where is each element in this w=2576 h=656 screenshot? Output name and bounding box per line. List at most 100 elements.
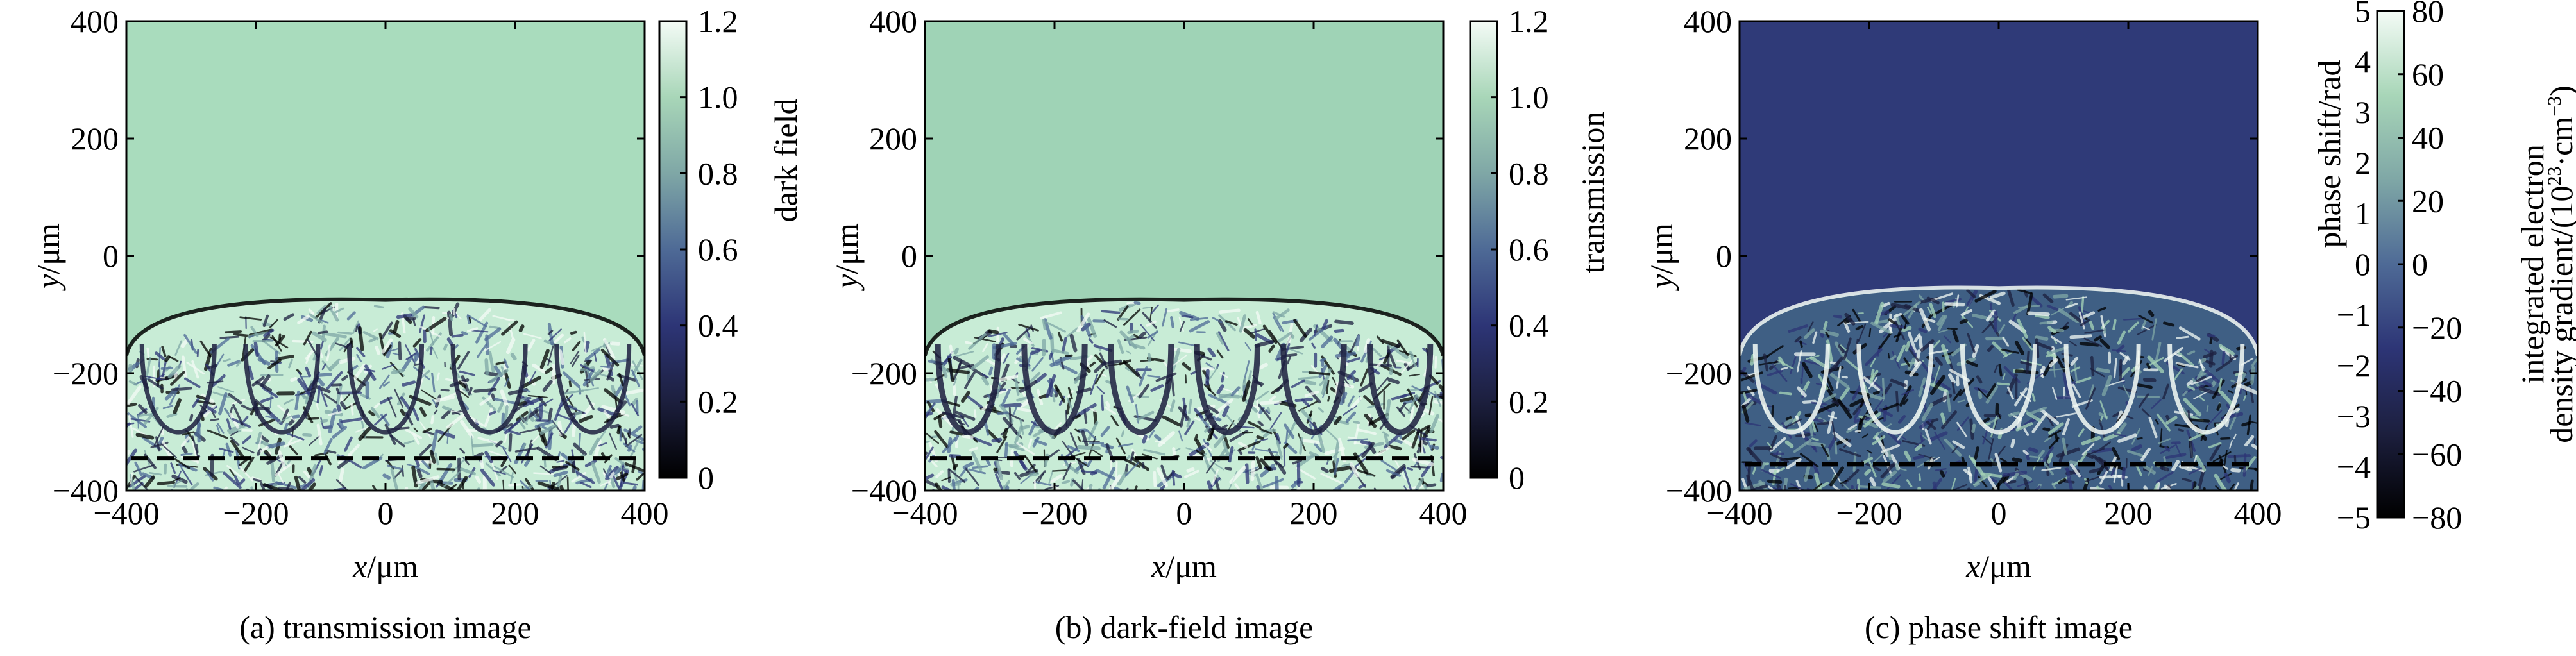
panel-b-texture-streak: [1107, 403, 1109, 406]
panel-a-texture-streak: [613, 387, 614, 393]
panel-b-texture-streak: [949, 439, 950, 451]
panel-b-ylabel: y/μm: [829, 223, 865, 292]
panel-c-texture-streak: [2150, 312, 2153, 315]
x-tick-label: −200: [223, 495, 289, 531]
panel-a-texture-streak: [191, 416, 192, 420]
panel-c-texture-streak: [1874, 392, 1878, 394]
panel-c-colorbar-right-label-mid: ·cm: [2543, 117, 2576, 167]
panel-c-texture-streak: [1919, 475, 1920, 480]
panel-a-texture-streak: [572, 332, 575, 333]
panel-c-texture-streak: [1866, 471, 1869, 474]
y-tick-label: 0: [103, 238, 119, 274]
panel-c-texture-streak: [2010, 413, 2018, 416]
panel-c-texture-streak: [1948, 328, 1956, 329]
panel-a-texture-streak: [462, 483, 463, 488]
panel-b-texture-streak: [1396, 441, 1402, 442]
panel-c-colorbar-right-label-exp2: −3: [2544, 96, 2565, 117]
y-tick-label: −400: [1666, 473, 1732, 509]
colorbar-tick-label: 0.6: [698, 231, 738, 267]
colorbar-right-tick-label: −60: [2412, 436, 2462, 472]
panel-c-texture-streak: [2123, 468, 2124, 478]
x-tick-label: 0: [378, 495, 394, 531]
panel-c-texture-streak: [1883, 379, 1884, 398]
panel-b-turbulent-region: [925, 299, 1443, 491]
panel-b-texture-streak: [1185, 375, 1186, 383]
panel-b-texture-streak: [1286, 431, 1287, 443]
colorbar-left-tick-label: 0: [2355, 246, 2371, 282]
panel-b-texture-streak: [1012, 346, 1015, 347]
panel-c-xlabel: x/μm: [1965, 548, 2031, 584]
panel-b-caption: (b) dark-field image: [1055, 609, 1314, 645]
panel-c-texture-streak: [1868, 454, 1869, 458]
colorbar-right-tick-label: 20: [2412, 183, 2444, 219]
panel-c-texture-streak: [2162, 467, 2167, 469]
panel-c-texture-streak: [1854, 453, 1856, 471]
panel-b-texture-streak: [1303, 441, 1322, 443]
colorbar-tick-label: 0.2: [1509, 383, 1549, 419]
panel-b-texture-streak: [999, 413, 1008, 414]
panel-c-texture-streak: [2030, 449, 2037, 451]
panel-a-texture-streak: [292, 378, 296, 380]
panel-b-texture-streak: [940, 416, 941, 426]
panel-b-texture-streak: [1196, 435, 1197, 440]
panel-c-colorbar-right-label-part: density gradient/(10: [2543, 186, 2576, 443]
panel-b-texture-streak: [1066, 355, 1072, 356]
panel-c-texture-streak: [1842, 377, 1847, 378]
panel-b-texture-streak: [1261, 402, 1280, 403]
panel-b-texture-streak: [1268, 408, 1269, 412]
panel-c-texture-streak: [1825, 323, 1827, 329]
panel-b-texture-streak: [1304, 382, 1314, 383]
panel-a-texture-streak: [277, 357, 292, 359]
panel-c-texture-streak: [2071, 336, 2091, 337]
panel-c-texture-streak: [1752, 355, 1753, 364]
colorbar-right-tick-label: 60: [2412, 56, 2444, 92]
panel-c-texture-streak: [2190, 420, 2208, 421]
panel-a-texture-streak: [166, 357, 169, 360]
panel-c-texture-streak: [2179, 430, 2183, 431]
colorbar-tick-label: 1.0: [698, 80, 738, 115]
panel-a-image: [110, 299, 659, 510]
panel-b-texture-streak: [1255, 330, 1256, 340]
x-tick-label: 200: [2105, 495, 2153, 531]
panel-a-texture-streak: [585, 360, 591, 361]
panel-b-texture-streak: [1053, 394, 1055, 401]
panel-a-texture-streak: [398, 315, 411, 317]
colorbar-tick-label: 1.2: [1509, 3, 1549, 39]
panel-b-texture-streak: [1348, 437, 1355, 438]
panel-a-texture-streak: [352, 404, 353, 414]
panel-c-texture-streak: [2138, 438, 2142, 439]
panel-a-xlabel: x/μm: [352, 548, 418, 584]
panel-c-texture-streak: [1915, 457, 1923, 458]
panel-c-texture-streak: [2092, 357, 2093, 374]
panel-c-texture-streak: [2114, 321, 2115, 329]
panel-b-texture-streak: [1441, 474, 1443, 481]
panel-c-texture-streak: [1784, 486, 1785, 498]
panel-a-texture-streak: [393, 371, 403, 373]
panel-b-texture-streak: [1411, 467, 1428, 468]
panel-a-texture-streak: [477, 477, 479, 482]
panel-b-texture-streak: [1079, 447, 1099, 448]
panel-c-texture-streak: [1979, 392, 1980, 397]
y-tick-label: −200: [1666, 355, 1732, 391]
panel-b-texture-streak: [1423, 439, 1436, 440]
panel-c-texture-streak: [2138, 396, 2159, 397]
panel-a-texture-streak: [271, 361, 275, 362]
panel-b-texture-streak: [1095, 412, 1096, 423]
panel-b-texture-streak: [1004, 430, 1006, 436]
panel-c-texture-streak: [2218, 405, 2220, 409]
y-tick-label: −400: [851, 473, 917, 509]
panel-b-texture-streak: [1264, 433, 1268, 436]
x-tick-label: 200: [1290, 495, 1338, 531]
panel-a-caption: (a) transmission image: [239, 609, 531, 645]
panel-a-texture-streak: [285, 424, 287, 429]
panel-c-texture-streak: [2071, 462, 2080, 464]
panel-b-texture-streak: [1095, 489, 1099, 510]
colorbar-tick-label: 0.6: [1509, 231, 1549, 267]
panel-b-texture-streak: [990, 368, 991, 374]
panel-b-texture-streak: [954, 466, 956, 469]
panel-b-texture-streak: [1030, 474, 1037, 475]
panel-b-texture-streak: [1260, 365, 1266, 368]
panel-c-texture-streak: [1957, 377, 1958, 385]
panel-c-texture-streak: [1987, 338, 2003, 339]
